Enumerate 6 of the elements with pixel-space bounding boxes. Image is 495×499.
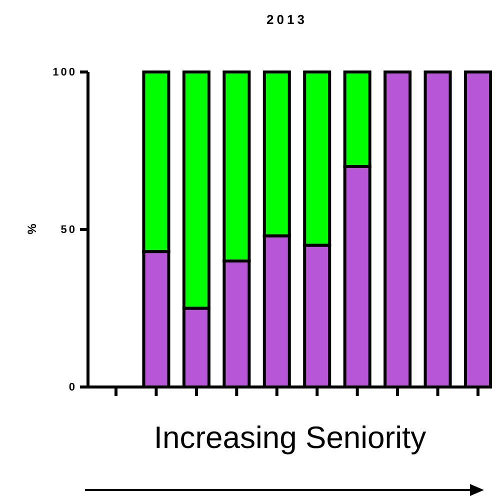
x-axis-title: Increasing Seniority bbox=[154, 420, 427, 455]
y-tick-label: 0 bbox=[68, 382, 77, 394]
y-tick-label: 50 bbox=[60, 224, 77, 236]
chart-title: 2013 bbox=[266, 12, 308, 27]
y-axis-title: % bbox=[25, 223, 39, 234]
y-tick-label: 100 bbox=[52, 66, 77, 79]
